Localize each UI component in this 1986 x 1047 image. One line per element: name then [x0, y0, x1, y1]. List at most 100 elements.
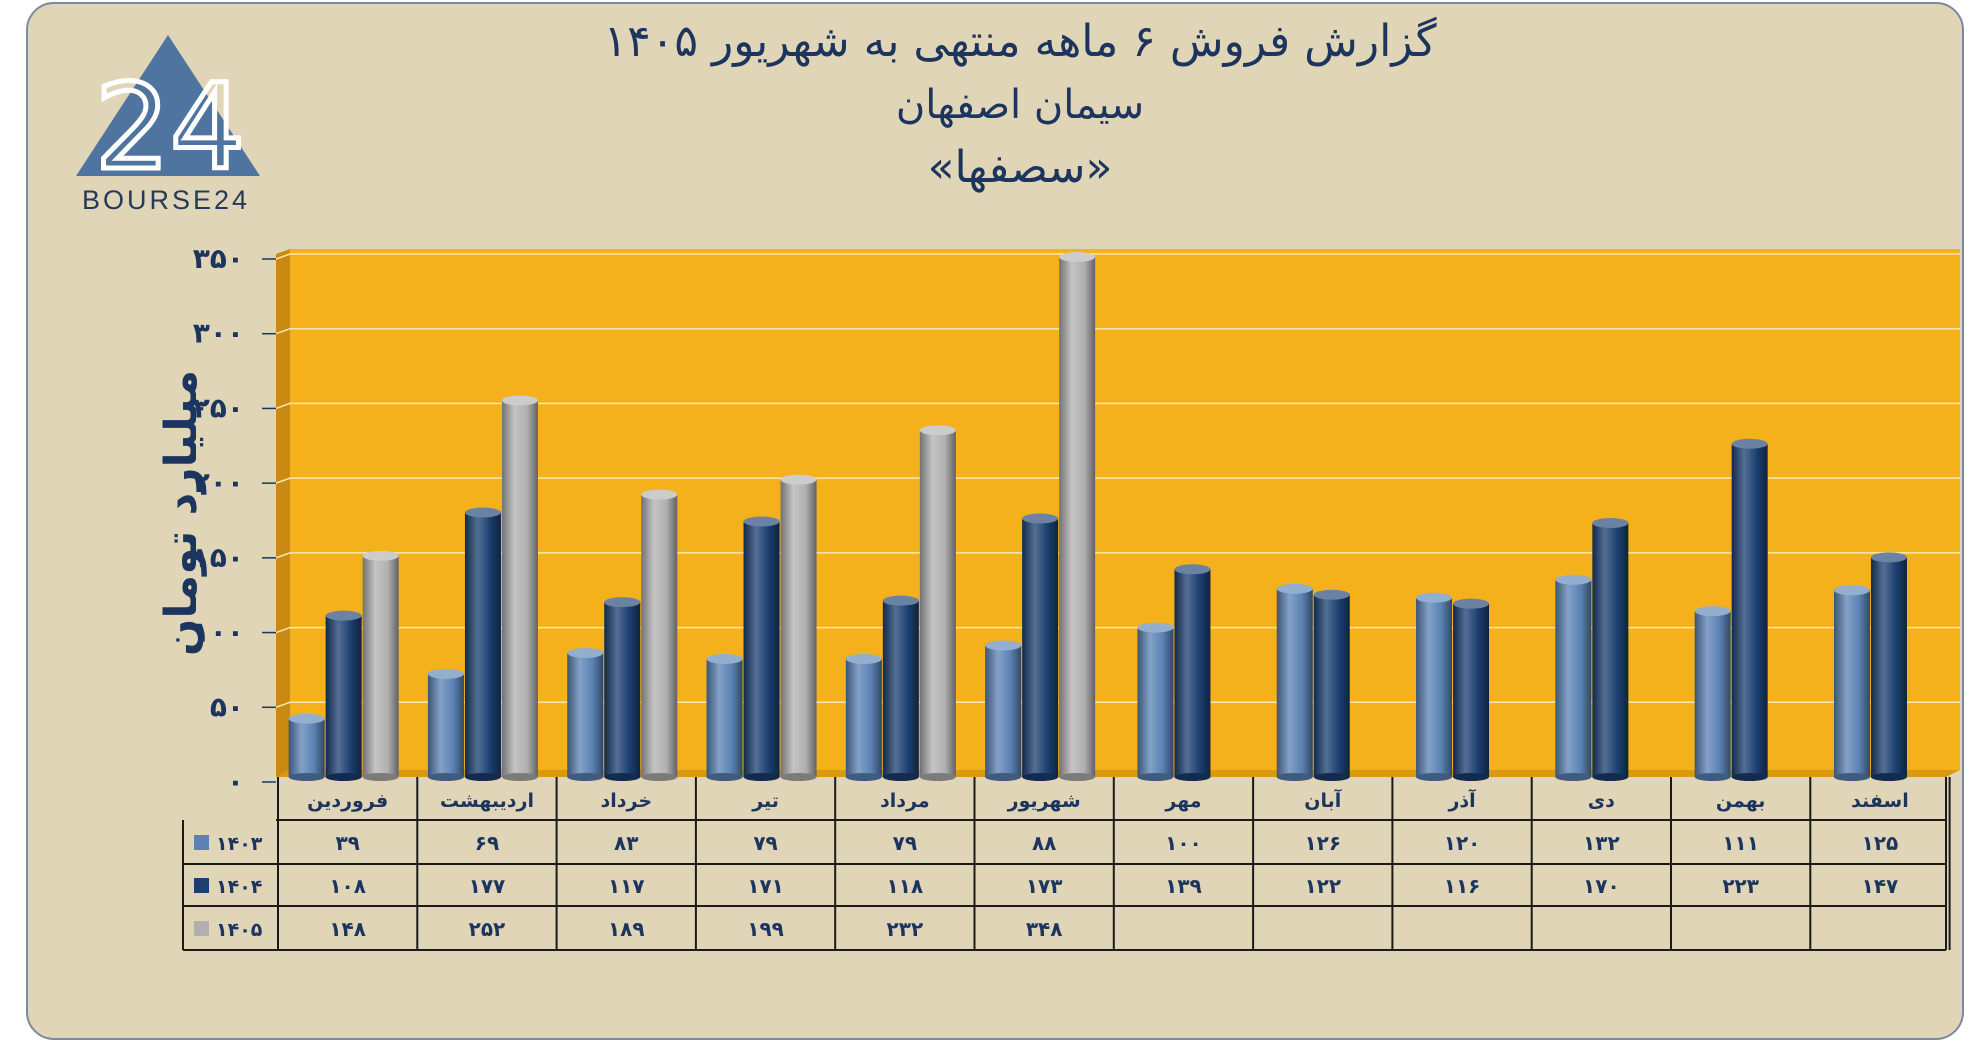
data-label: ۷۹ [893, 831, 917, 855]
bar [780, 474, 817, 781]
gridline [275, 327, 1960, 335]
data-label: ۱۱۶ [1444, 874, 1481, 898]
gridline [275, 626, 1960, 634]
bar [743, 516, 780, 781]
data-label: ۱۴۸ [329, 917, 366, 941]
bar [1555, 574, 1592, 781]
y-tick-label: ۳۰۰ [193, 317, 244, 350]
category-label: شهریور [1007, 790, 1081, 812]
category-label: مرداد [880, 790, 930, 812]
logo-wordmark: BOURSE24 [82, 185, 250, 215]
bar [1276, 583, 1313, 781]
gridline [275, 477, 1960, 484]
bar [567, 647, 604, 781]
bar [1453, 598, 1490, 781]
title-line-2: سیمان اصفهان [896, 82, 1144, 128]
bar [882, 595, 919, 781]
data-label: ۱۱۱ [1722, 831, 1759, 855]
category-label: اردیبهشت [440, 790, 534, 812]
legend-label: ۱۴۰۳ [216, 833, 263, 855]
logo-triangle [76, 35, 260, 176]
y-tick-label: ۲۰۰ [193, 466, 244, 499]
data-label: ۱۷۷ [469, 874, 506, 898]
plot-floor [276, 770, 1960, 777]
category-label: بهمن [1716, 790, 1766, 812]
y-tick-label: ۱۵۰ [193, 541, 244, 574]
bar [1059, 251, 1096, 781]
bar [1313, 589, 1350, 781]
bar [1416, 592, 1453, 781]
legend-label: ۱۴۰۴ [216, 876, 262, 898]
data-label: ۱۸۹ [608, 917, 645, 941]
gridline [275, 402, 1960, 410]
gridline [275, 701, 1960, 708]
data-label: ۱۳۹ [1165, 874, 1202, 898]
bar [1731, 438, 1768, 781]
data-label: ۱۰۰ [1165, 831, 1202, 855]
bar [1174, 564, 1211, 781]
bar [706, 653, 743, 781]
data-table: فروردین اردیبهشت خرداد تیر مرداد شهریور مهر آبا… [182, 777, 1951, 951]
y-axis: ۰ ۵۰ ۱۰۰ ۱۵۰ ۲۰۰ ۲۵۰ ۳۰۰ ۳۵۰ [193, 242, 276, 798]
bar [1833, 585, 1870, 781]
chart-title: گزارش فروش ۶ ماهه منتهی به شهریور ۱۴۰۵ س… [603, 16, 1436, 193]
gridlines [275, 253, 1960, 708]
bar [501, 395, 538, 781]
data-label: ۱۲۵ [1862, 831, 1899, 855]
y-axis-label: میلیارد تومان [156, 370, 207, 656]
data-label: ۷۹ [753, 831, 777, 855]
data-label: ۱۳۲ [1583, 831, 1620, 855]
data-label: ۱۲۰ [1444, 831, 1481, 855]
category-label: آبان [1304, 788, 1341, 812]
legend-label: ۱۴۰۵ [216, 919, 263, 941]
bar [464, 507, 501, 781]
bar [985, 640, 1022, 781]
data-label: ۱۷۱ [747, 874, 784, 898]
bar [325, 610, 362, 781]
data-label: ۲۲۳ [1722, 874, 1759, 898]
bar [427, 668, 464, 781]
bar [288, 713, 325, 781]
data-label: ۸۳ [614, 831, 638, 855]
gridline [275, 552, 1960, 559]
category-label: فروردین [307, 790, 388, 812]
data-label: ۱۷۳ [1026, 874, 1063, 898]
category-label: تیر [751, 790, 779, 812]
data-label: ۱۷۰ [1583, 874, 1620, 898]
data-label: ۳۹ [335, 831, 359, 855]
bar [1694, 606, 1731, 781]
bar [641, 489, 678, 781]
data-label: ۶۹ [475, 831, 499, 855]
category-label: مهر [1164, 790, 1201, 812]
bourse24-logo: 24 BOURSE24 [76, 35, 260, 215]
bar-series [288, 251, 1907, 781]
data-label: ۳۴۸ [1026, 917, 1063, 941]
category-label: اسفند [1851, 790, 1909, 812]
legend-swatch [194, 835, 209, 850]
bar [1022, 513, 1059, 781]
category-label: خرداد [600, 790, 652, 812]
data-label: ۸۸ [1032, 831, 1056, 855]
y-tick-label: ۳۵۰ [193, 242, 244, 275]
bar [1592, 517, 1629, 781]
bar [604, 597, 641, 781]
data-label: ۱۹۹ [747, 917, 784, 941]
bar [919, 425, 956, 781]
title-line-1: گزارش فروش ۶ ماهه منتهی به شهریور ۱۴۰۵ [603, 16, 1436, 67]
legend-swatch [194, 878, 209, 893]
legend-swatch [194, 921, 209, 936]
bar [845, 653, 882, 781]
y-tick-label: ۵۰ [210, 690, 244, 723]
y-tick-label: ۰ [227, 765, 244, 798]
bar [362, 550, 399, 781]
bar [1870, 552, 1907, 781]
y-tick-label: ۱۰۰ [193, 616, 244, 649]
data-label: ۱۲۲ [1304, 874, 1341, 898]
data-label: ۱۱۷ [608, 874, 645, 898]
bar [1137, 622, 1174, 781]
category-label: دی [1588, 790, 1615, 812]
data-label: ۲۵۲ [469, 917, 506, 941]
category-label: آذر [1447, 788, 1476, 812]
data-label: ۱۱۸ [887, 874, 924, 898]
